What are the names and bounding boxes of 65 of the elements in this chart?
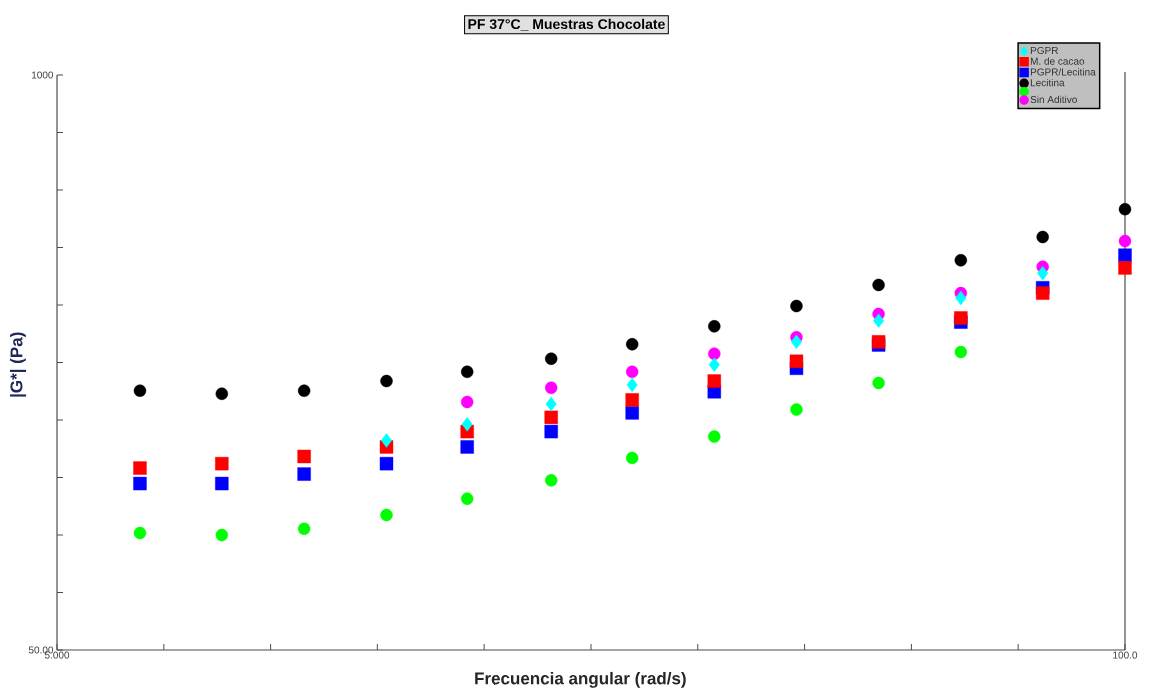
point — [380, 374, 393, 388]
point — [1118, 248, 1132, 262]
chart-title: PF 37°C_ Muestras Chocolate — [468, 18, 665, 31]
y-axis-title: |G*| (Pa) — [9, 332, 27, 397]
x-tick-label: 100.0 — [1113, 651, 1138, 659]
point — [545, 381, 558, 394]
legend-label: Lecitina — [1030, 78, 1065, 87]
point — [460, 492, 474, 505]
point — [708, 320, 721, 333]
point — [381, 433, 392, 448]
point — [297, 522, 311, 536]
point — [545, 396, 557, 412]
point — [1036, 230, 1049, 244]
point — [872, 278, 885, 292]
y-tick-label: 1000 — [32, 71, 54, 79]
point — [708, 430, 721, 443]
point — [1037, 266, 1049, 281]
legend-label: M. de cacao — [1030, 57, 1085, 65]
point — [297, 449, 311, 464]
point — [626, 451, 639, 465]
point — [460, 440, 474, 454]
point — [954, 345, 968, 359]
legend-label: PGPR/Lecitina — [1030, 68, 1096, 76]
point — [625, 393, 639, 407]
point — [626, 337, 639, 351]
point — [460, 395, 474, 409]
point — [297, 467, 311, 481]
point — [1035, 286, 1050, 300]
point — [955, 290, 967, 306]
point — [790, 403, 803, 416]
point — [1118, 234, 1132, 248]
point — [625, 406, 639, 420]
point — [297, 384, 311, 397]
point — [626, 365, 639, 379]
point — [708, 347, 721, 360]
point — [133, 461, 147, 475]
point — [1118, 261, 1132, 275]
point — [954, 254, 968, 267]
point — [215, 456, 229, 471]
point — [790, 299, 803, 313]
point — [460, 365, 474, 379]
point — [872, 376, 885, 390]
point — [708, 357, 720, 372]
legend-label: Sin Aditivo — [1030, 95, 1077, 104]
x-axis-title: Frecuencia angular (rad/s) — [475, 671, 686, 688]
point — [379, 456, 394, 471]
point — [545, 474, 558, 487]
point — [545, 352, 558, 365]
point — [133, 526, 147, 540]
point — [133, 384, 147, 397]
legend-label: PGPR — [1030, 46, 1058, 55]
point — [626, 377, 638, 393]
point — [544, 424, 558, 439]
point — [380, 508, 393, 522]
point — [707, 374, 721, 388]
point — [461, 417, 473, 432]
point — [789, 354, 804, 368]
point — [215, 476, 229, 491]
point — [215, 387, 229, 400]
point — [873, 313, 885, 328]
point — [215, 528, 229, 542]
point — [544, 410, 558, 425]
point — [954, 311, 968, 325]
point — [1118, 202, 1132, 216]
point — [133, 476, 147, 491]
